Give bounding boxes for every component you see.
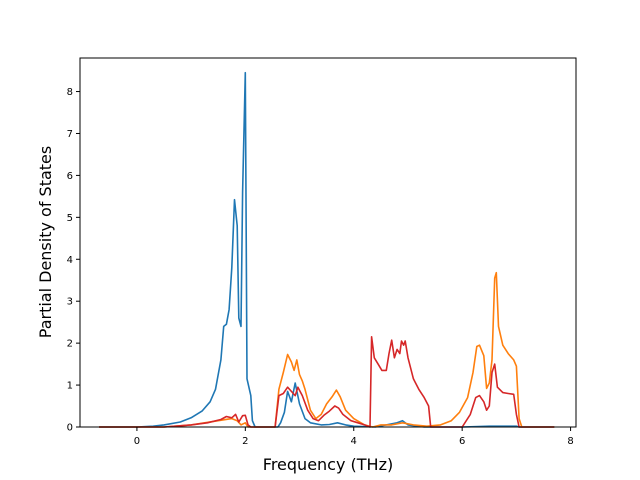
y-tick-label: 1 (67, 381, 73, 392)
x-axis-ticks: 0 2 4 6 8 (134, 427, 574, 447)
x-tick-label: 8 (567, 436, 573, 447)
y-tick-label: 7 (67, 129, 73, 140)
y-axis-label: Partial Density of States (36, 146, 55, 338)
x-tick-label: 6 (459, 436, 465, 447)
y-tick-label: 0 (67, 423, 73, 434)
y-tick-label: 5 (67, 213, 73, 224)
plot-frame (79, 57, 577, 428)
x-tick-label: 2 (242, 436, 248, 447)
y-tick-label: 6 (67, 171, 73, 182)
y-axis-ticks: 0 1 2 3 4 5 6 7 8 (67, 87, 80, 434)
x-tick-label: 4 (351, 436, 357, 447)
x-tick-label: 0 (134, 436, 140, 447)
y-tick-label: 8 (67, 87, 73, 98)
y-tick-label: 4 (67, 255, 73, 266)
x-axis-label: Frequency (THz) (263, 455, 393, 474)
y-tick-label: 3 (67, 297, 73, 308)
y-tick-label: 2 (67, 339, 73, 350)
series-3-line (99, 335, 555, 428)
